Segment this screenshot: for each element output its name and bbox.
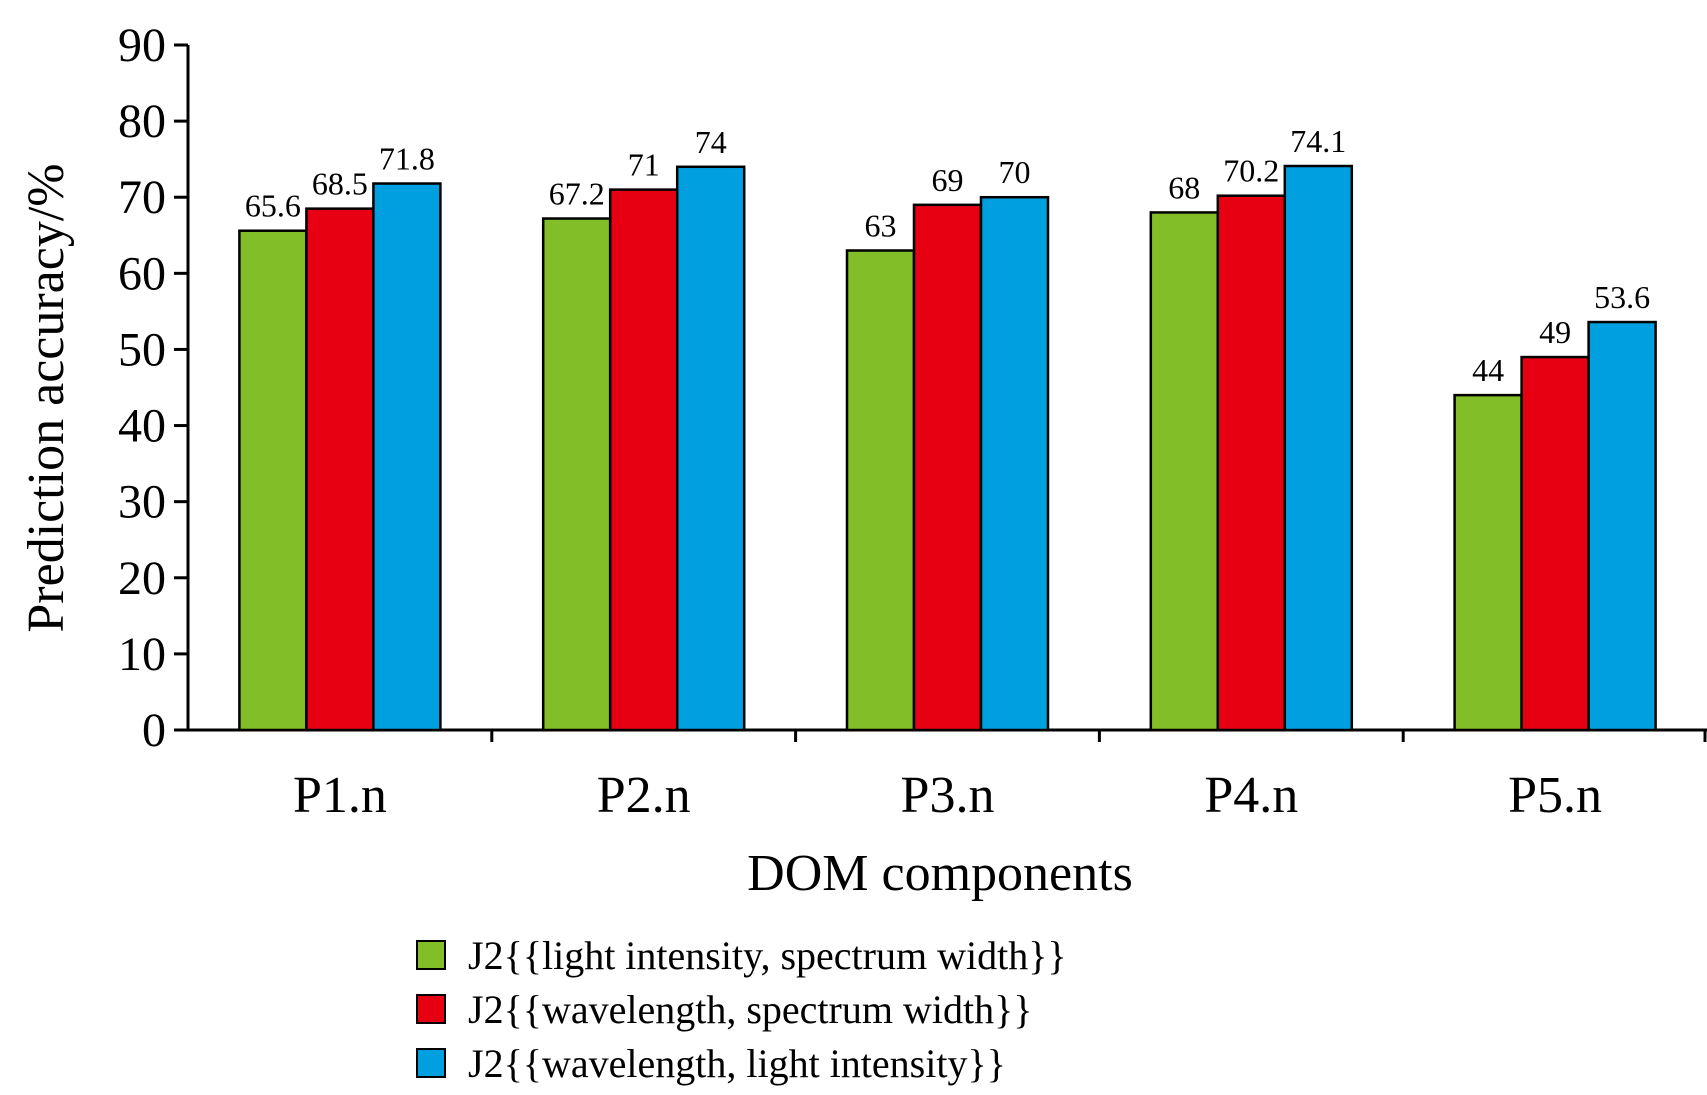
bar-P2.n-series-2 bbox=[675, 165, 746, 732]
data-label-P2.n-series-0: 67.2 bbox=[549, 176, 605, 212]
y-tick-label-20: 20 bbox=[118, 552, 166, 605]
data-label-P2.n-series-1: 71 bbox=[628, 147, 660, 183]
data-label-P4.n-series-0: 68 bbox=[1168, 169, 1200, 205]
y-tick-label-80: 80 bbox=[118, 95, 166, 148]
bar-P4.n-series-0 bbox=[1149, 211, 1220, 732]
bars bbox=[238, 164, 1657, 732]
bar-P5.n-series-2 bbox=[1587, 320, 1657, 732]
data-label-P4.n-series-1: 70.2 bbox=[1223, 153, 1279, 189]
y-axis: 0 10 20 30 40 50 60 70 80 90 bbox=[118, 19, 190, 757]
x-axis: P1.n P2.n P3.n P4.n P5.n bbox=[188, 728, 1707, 824]
y-tick-label-30: 30 bbox=[118, 476, 166, 529]
y-axis-title: Prediction accuracy/% bbox=[18, 163, 75, 632]
data-labels: 65.6 68.5 71.8 67.2 71 74 63 69 70 68 70.2 74.1 44 49… bbox=[245, 123, 1650, 388]
bar-P3.n-series-0 bbox=[845, 249, 916, 732]
bar-P3.n-series-1 bbox=[912, 203, 983, 732]
x-tick-label-P2.n: P2.n bbox=[597, 767, 691, 824]
y-tick-label-10: 10 bbox=[118, 628, 166, 681]
legend-label-2: J2{{wavelength, light intensity}} bbox=[468, 1041, 1006, 1086]
y-tick-label-50: 50 bbox=[118, 323, 166, 376]
data-label-P3.n-series-0: 63 bbox=[865, 208, 897, 244]
legend-swatch-2 bbox=[416, 1048, 446, 1078]
data-label-P1.n-series-2: 71.8 bbox=[379, 141, 435, 177]
bar-P1.n-series-0 bbox=[238, 229, 308, 732]
data-label-P4.n-series-2: 74.1 bbox=[1290, 123, 1346, 159]
bar-P3.n-series-2 bbox=[979, 195, 1050, 732]
legend: J2{{light intensity, spectrum width}} J2… bbox=[416, 933, 1067, 1086]
x-tick-label-P3.n: P3.n bbox=[901, 767, 995, 824]
y-tick-label-70: 70 bbox=[118, 171, 166, 224]
y-tick-label-60: 60 bbox=[118, 247, 166, 300]
bar-P1.n-series-2 bbox=[372, 182, 442, 732]
data-label-P2.n-series-2: 74 bbox=[695, 124, 727, 160]
y-tick-label-40: 40 bbox=[118, 400, 166, 453]
data-label-P1.n-series-0: 65.6 bbox=[245, 188, 301, 224]
data-label-P3.n-series-1: 69 bbox=[932, 162, 964, 198]
legend-swatch-1 bbox=[416, 994, 446, 1024]
x-tick-label-P1.n: P1.n bbox=[293, 767, 387, 824]
data-label-P1.n-series-1: 68.5 bbox=[312, 166, 368, 202]
bar-P1.n-series-1 bbox=[305, 207, 375, 732]
legend-label-0: J2{{light intensity, spectrum width}} bbox=[468, 933, 1067, 978]
data-label-P3.n-series-2: 70 bbox=[999, 154, 1031, 190]
bar-P5.n-series-1 bbox=[1520, 355, 1590, 732]
bar-P4.n-series-2 bbox=[1283, 164, 1354, 732]
y-tick-label-0: 0 bbox=[142, 704, 166, 757]
bar-P2.n-series-1 bbox=[608, 188, 679, 732]
x-axis-title: DOM components bbox=[747, 845, 1133, 902]
y-tick-label-90: 90 bbox=[118, 19, 166, 72]
bar-P5.n-series-0 bbox=[1453, 393, 1523, 732]
legend-swatch-0 bbox=[416, 940, 446, 970]
data-label-P5.n-series-0: 44 bbox=[1472, 352, 1504, 388]
x-tick-label-P4.n: P4.n bbox=[1204, 767, 1298, 824]
x-tick-label-P5.n: P5.n bbox=[1508, 767, 1602, 824]
legend-label-1: J2{{wavelength, spectrum width}} bbox=[468, 987, 1032, 1032]
bar-P2.n-series-0 bbox=[541, 217, 612, 732]
data-label-P5.n-series-1: 49 bbox=[1539, 314, 1571, 350]
bar-P4.n-series-1 bbox=[1216, 194, 1287, 732]
data-label-P5.n-series-2: 53.6 bbox=[1594, 279, 1650, 315]
